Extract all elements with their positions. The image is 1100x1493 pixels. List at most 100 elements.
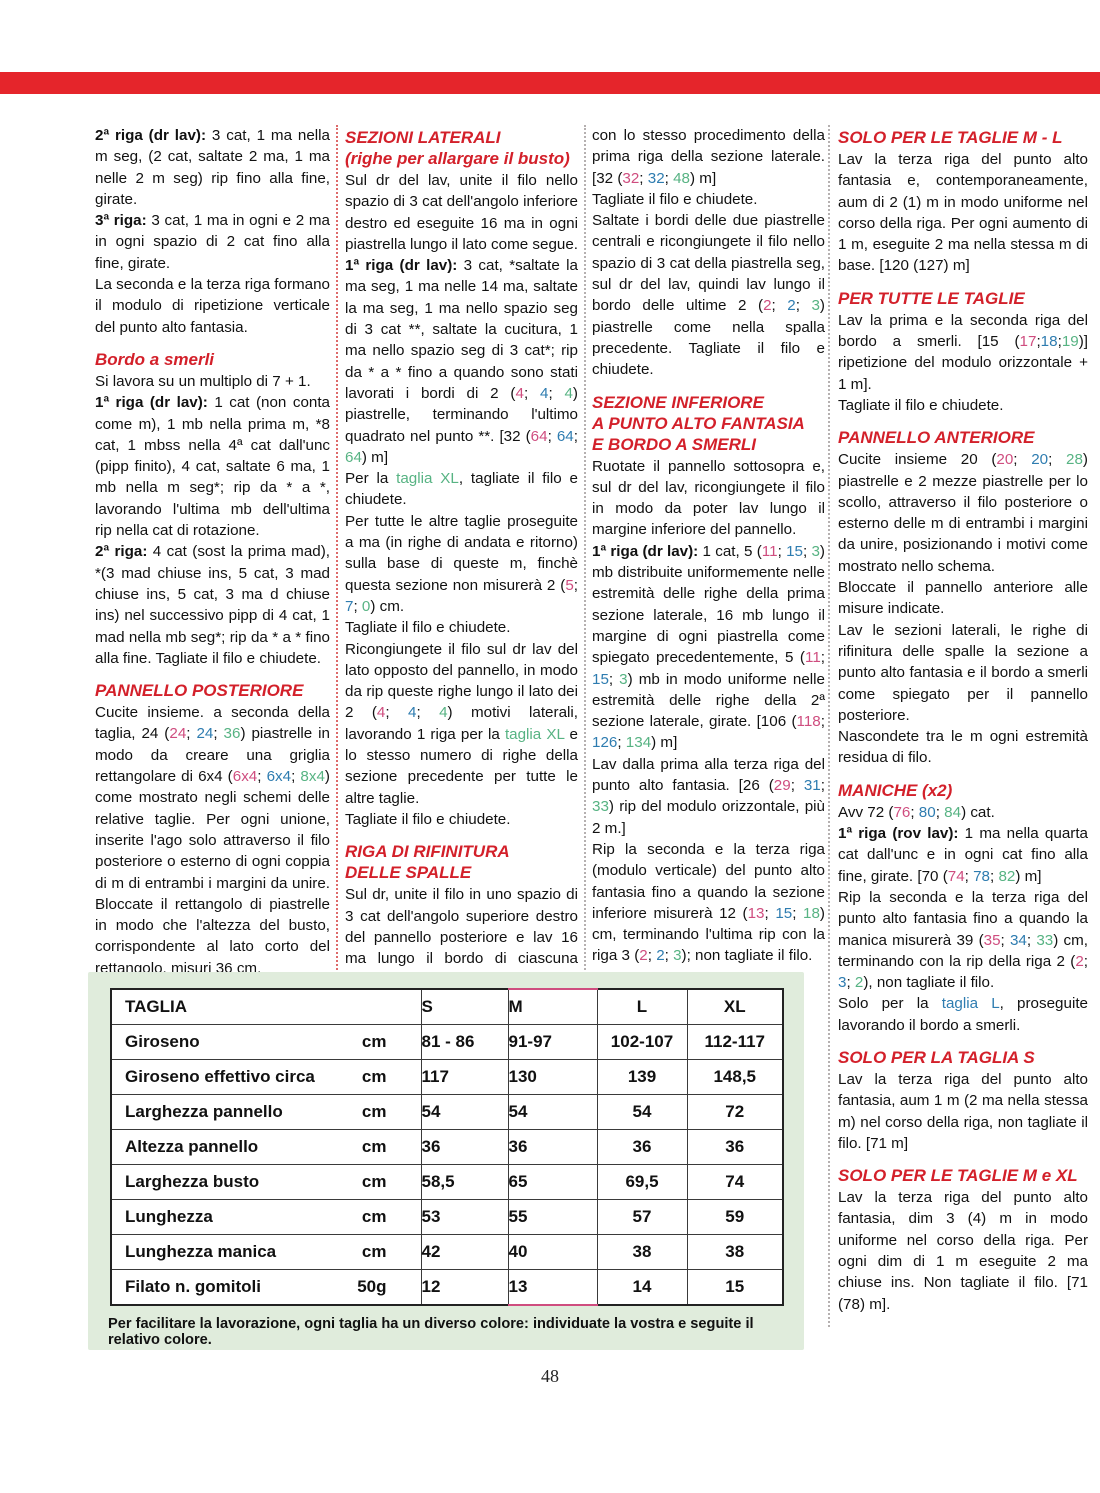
section-heading: SOLO PER LE TAGLIE M - L [838, 128, 1063, 147]
top-red-bar [0, 72, 1100, 94]
section-heading: PANNELLO ANTERIORE [838, 428, 1035, 448]
row-unit: 50g [357, 1277, 387, 1296]
table-row: Larghezza pannello cm 54 54 54 72 [110, 1094, 784, 1130]
row-label: Giroseno effettivo circa [125, 1067, 315, 1086]
section-heading: SEZIONI LATERALI (righe per allargare il … [345, 128, 570, 168]
size-table: TAGLIA S M L XL Giroseno cm 81 - 86 91-97 102-107… [110, 988, 784, 1306]
table-value-cell: 69,5 [596, 1164, 688, 1200]
table-value-cell: 117 [420, 1059, 509, 1095]
table-value-cell: 112-117 [686, 1024, 784, 1060]
paragraph: Ricongiungete il filo sul dr lav del lat… [345, 640, 578, 807]
paragraph: Lav le sezioni laterali, le righe di rif… [838, 621, 1088, 724]
table-value-cell: 36 [596, 1129, 688, 1165]
paragraph: 1ª riga (dr lav): 1 cat (non conta come … [95, 394, 330, 540]
table-value-cell: 81 - 86 [420, 1024, 509, 1060]
table-label-cell: Larghezza pannello cm [110, 1094, 422, 1130]
paragraph: Lav la prima e la seconda riga del bordo… [838, 311, 1088, 393]
section-heading: SEZIONE INFERIORE A PUNTO ALTO FANTASIA E … [592, 392, 805, 454]
row-unit: cm [361, 1137, 387, 1156]
paragraph: 3ª riga: 3 cat, 1 ma in ogni e 2 ma in o… [95, 212, 330, 272]
column-divider [828, 125, 830, 1327]
table-value-cell: 148,5 [686, 1059, 784, 1095]
row-label: Larghezza busto [125, 1172, 260, 1191]
paragraph: Ruotate il pannello sottosopra e, sul dr… [592, 457, 825, 539]
table-header-row: TAGLIA S M L XL [110, 988, 784, 1025]
table-footnote: Per facilitare la lavorazione, ogni tagl… [108, 1316, 754, 1348]
paragraph: 1ª riga (rov lav): 1 ma nella quarta cat… [838, 825, 1088, 885]
text-column-3: con lo stesso procedimento della prima r… [592, 125, 825, 967]
table-value-cell: 36 [507, 1129, 598, 1165]
table-row: Filato n. gomitoli 50g 12 13 14 15 [110, 1269, 784, 1306]
paragraph: Cucite insieme 20 (20; 20; 28) piastrell… [838, 451, 1088, 575]
paragraph: Tagliate il filo e chiudete. [345, 619, 511, 637]
section-heading: SOLO PER LE TAGLIE M e XL [838, 1166, 1078, 1186]
table-value-cell: 72 [686, 1094, 784, 1130]
column-divider [584, 125, 586, 970]
table-header-cell: M [507, 988, 598, 1025]
table-value-cell: 57 [596, 1199, 688, 1235]
table-header-cell: XL [686, 988, 784, 1025]
row-unit: cm [361, 1067, 387, 1086]
table-label-cell: Giroseno cm [110, 1024, 422, 1060]
paragraph: Lav la terza riga del punto alto fantasi… [838, 1189, 1088, 1313]
row-unit: cm [361, 1102, 387, 1121]
paragraph: Cucite insieme. a seconda della taglia, … [95, 704, 330, 977]
table-value-cell: 42 [420, 1234, 509, 1270]
table-value-cell: 91-97 [507, 1024, 598, 1060]
row-unit: cm [361, 1207, 387, 1226]
size-table-panel: TAGLIA S M L XL Giroseno cm 81 - 86 91-97 102-107… [88, 972, 804, 1350]
table-value-cell: 53 [420, 1199, 509, 1235]
paragraph: Solo per la taglia L, proseguite lavoran… [838, 995, 1088, 1034]
table-value-cell: 36 [686, 1129, 784, 1165]
table-label-cell: Altezza pannello cm [110, 1129, 422, 1165]
table-row: Lunghezza manica cm 42 40 38 38 [110, 1234, 784, 1270]
table-value-cell: 130 [507, 1059, 598, 1095]
paragraph: Si lavora su un multiplo di 7 + 1. [95, 372, 311, 390]
table-label-cell: Filato n. gomitoli 50g [110, 1269, 422, 1306]
table-value-cell: 55 [507, 1199, 598, 1235]
table-row: Larghezza busto cm 58,5 65 69,5 74 [110, 1164, 784, 1200]
table-label-cell: Larghezza busto cm [110, 1164, 422, 1200]
row-label: Larghezza pannello [125, 1102, 283, 1121]
paragraph: 1ª riga (dr lav): 1 cat, 5 (11; 15; 3) m… [592, 542, 825, 752]
paragraph: Tagliate il filo e chiudete. [838, 396, 1004, 414]
table-value-cell: 65 [507, 1164, 598, 1200]
paragraph: Tagliate il filo e chiudete. [592, 190, 758, 208]
paragraph: 2ª riga: 4 cat (sost la prima mad), *(3 … [95, 543, 330, 667]
table-label-cell: Lunghezza manica cm [110, 1234, 422, 1270]
table-value-cell: 74 [686, 1164, 784, 1200]
row-label: Altezza pannello [125, 1137, 259, 1156]
column-divider [336, 125, 338, 970]
table-value-cell: 40 [507, 1234, 598, 1270]
table-value-cell: 58,5 [420, 1164, 509, 1200]
paragraph: Per la taglia XL, tagliate il filo e chi… [345, 470, 578, 509]
paragraph: Sul dr del lav, unite il filo nello spaz… [345, 172, 579, 253]
table-row: Altezza pannello cm 36 36 36 36 [110, 1129, 784, 1165]
table-label-cell: Giroseno effettivo circa cm [110, 1059, 422, 1095]
section-heading: RIGA DI RIFINITURA DELLE SPALLE [345, 842, 510, 883]
row-label: Lunghezza manica [125, 1242, 277, 1261]
paragraph: Lav dalla prima alla terza riga del punt… [592, 755, 825, 837]
paragraph: Rip la seconda e la terza riga (modulo v… [592, 840, 825, 965]
paragraph: 2ª riga (dr lav): 3 cat, 1 ma nella m se… [95, 127, 330, 208]
row-label: Filato n. gomitoli [125, 1277, 261, 1296]
row-unit: cm [361, 1032, 387, 1051]
table-header-cell: S [420, 988, 509, 1025]
table-value-cell: 139 [596, 1059, 688, 1095]
page-number: 48 [541, 1366, 559, 1386]
table-value-cell: 54 [596, 1094, 688, 1130]
text-column-2: SEZIONI LATERALI (righe per allargare il … [345, 125, 578, 991]
paragraph: Tagliate il filo e chiudete. [345, 810, 511, 828]
table-value-cell: 15 [686, 1269, 784, 1306]
section-heading: PER TUTTE LE TAGLIE [838, 288, 1025, 308]
table-value-cell: 59 [686, 1199, 784, 1235]
section-heading: SOLO PER LA TAGLIA S [838, 1047, 1035, 1067]
paragraph: La seconda e la terza riga formano il mo… [95, 276, 330, 336]
table-value-cell: 36 [420, 1129, 509, 1165]
table-header-cell: TAGLIA [110, 988, 422, 1025]
table-value-cell: 54 [507, 1094, 598, 1130]
table-value-cell: 54 [420, 1094, 509, 1130]
table-label-cell: Lunghezza cm [110, 1199, 422, 1235]
paragraph: Per tutte le altre taglie proseguite a m… [345, 512, 578, 615]
